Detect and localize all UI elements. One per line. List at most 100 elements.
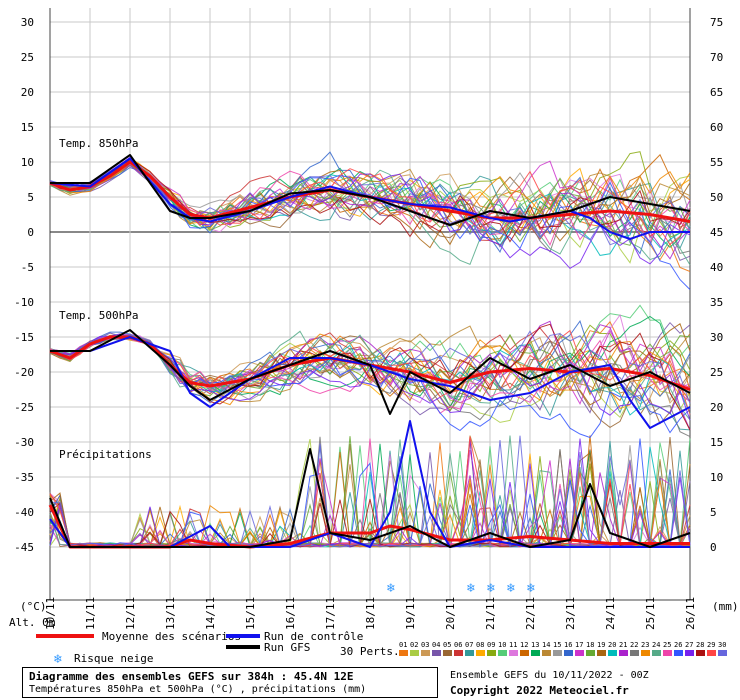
right-tick-label: 70 <box>710 51 723 64</box>
left-tick-label: 25 <box>21 51 34 64</box>
date-tick-label: 12/11 <box>124 597 137 630</box>
left-tick-label: 15 <box>21 121 34 134</box>
pert-number: 04 <box>432 641 440 649</box>
copyright: Copyright 2022 Meteociel.fr <box>450 684 629 697</box>
pert-number: 09 <box>487 641 495 649</box>
snow-risk-icon: ❄ <box>506 581 515 596</box>
pert-number: 24 <box>652 641 660 649</box>
right-tick-label: 25 <box>710 366 723 379</box>
perturbation-legend: 01 02 03 04 05 06 07 08 09 10 11 12 13 14 15 16 17 18 19 20… <box>399 641 727 656</box>
altitude-label: Alt. 0m <box>9 616 56 629</box>
member-line-t850 <box>49 161 691 246</box>
left-tick-label: 0 <box>27 226 34 239</box>
date-tick-label: 14/11 <box>204 597 217 630</box>
pert-number: 20 <box>608 641 616 649</box>
pert-swatch <box>663 650 672 656</box>
footer-subtitle: Températures 850hPa et 500hPa (°C) , pré… <box>29 684 367 695</box>
date-axis: 10/11 11/11 12/11 13/11 14/11 15/11 16/11 17/11… <box>44 597 697 630</box>
left-tick-label: -30 <box>14 436 34 449</box>
pert-swatch <box>520 650 529 656</box>
date-tick-label: 25/11 <box>644 597 657 630</box>
pert-swatch <box>487 650 496 656</box>
right-tick-label: 55 <box>710 156 723 169</box>
date-tick-label: 22/11 <box>524 597 537 630</box>
pert-swatch <box>685 650 694 656</box>
pert-number: 10 <box>498 641 506 649</box>
pert-swatch <box>575 650 584 656</box>
date-tick-label: 17/11 <box>324 597 337 630</box>
gfs-line-t850 <box>50 154 691 226</box>
legend-perts-label: 30 Perts. <box>340 645 400 658</box>
control-line-t850 <box>49 157 690 240</box>
pert-swatch <box>542 650 551 656</box>
pert-number: 19 <box>597 641 605 649</box>
pert-swatch <box>443 650 452 656</box>
pert-swatch <box>564 650 573 656</box>
pert-number: 13 <box>531 641 539 649</box>
panel-title-t500: Temp. 500hPa <box>59 309 138 322</box>
footer-title: Diagramme des ensembles GEFS sur 384h : … <box>29 670 354 683</box>
member-line-t500 <box>49 334 691 439</box>
right-tick-label: 30 <box>710 331 723 344</box>
snow-risk-icon: ❄ <box>526 581 535 596</box>
left-tick-label: -40 <box>14 506 34 519</box>
pert-number: 15 <box>553 641 561 649</box>
pert-number: 16 <box>564 641 572 649</box>
gfs-line-precip <box>49 448 691 548</box>
pert-swatch <box>553 650 562 656</box>
pert-swatch <box>410 650 419 656</box>
pert-swatch <box>619 650 628 656</box>
pert-swatch <box>465 650 474 656</box>
date-tick-label: 13/11 <box>164 597 177 630</box>
pert-swatch <box>509 650 518 656</box>
pert-number: 05 <box>443 641 451 649</box>
pert-swatch <box>454 650 463 656</box>
pert-swatch <box>630 650 639 656</box>
pert-number: 02 <box>410 641 418 649</box>
pert-number: 30 <box>718 641 726 649</box>
date-tick-label: 10/11 <box>44 597 57 630</box>
pert-swatch <box>399 650 408 656</box>
right-tick-label: 40 <box>710 261 723 274</box>
snow-risk-icon: ❄ <box>386 581 395 596</box>
pert-swatch <box>652 650 661 656</box>
left-tick-label: -10 <box>14 296 34 309</box>
right-tick-label: 60 <box>710 121 723 134</box>
date-tick-label: 20/11 <box>444 597 457 630</box>
pert-swatch <box>586 650 595 656</box>
pert-swatch <box>608 650 617 656</box>
pert-number: 01 <box>399 641 407 649</box>
pert-number: 18 <box>586 641 594 649</box>
pert-number: 12 <box>520 641 528 649</box>
right-tick-label: 35 <box>710 296 723 309</box>
member-line-precip <box>49 436 691 548</box>
pert-number: 26 <box>674 641 682 649</box>
date-tick-label: 11/11 <box>84 597 97 630</box>
member-line-precip <box>49 438 691 548</box>
pert-number: 07 <box>465 641 473 649</box>
right-tick-label: 15 <box>710 436 723 449</box>
left-tick-label: 5 <box>27 191 34 204</box>
pert-swatch <box>432 650 441 656</box>
left-tick-label: 10 <box>21 156 34 169</box>
pert-number: 17 <box>575 641 583 649</box>
legend-control-label: Run de contrôle <box>264 630 363 643</box>
pert-swatch <box>597 650 606 656</box>
footer-box: Diagramme des ensembles GEFS sur 384h : … <box>22 667 438 698</box>
member-line-t850 <box>49 161 691 290</box>
panel-title-precip: Précipitations <box>59 448 152 461</box>
pert-swatch <box>498 650 507 656</box>
left-tick-label: 20 <box>21 86 34 99</box>
right-tick-label: 5 <box>710 506 717 519</box>
pert-number: 14 <box>542 641 550 649</box>
snow-risk-icon: ❄ <box>486 581 495 596</box>
left-tick-label: -25 <box>14 401 34 414</box>
right-tick-label: 50 <box>710 191 723 204</box>
left-tick-label: -15 <box>14 331 34 344</box>
gfs-line-t500 <box>50 329 691 415</box>
right-tick-label: 65 <box>710 86 723 99</box>
panel-title-t850: Temp. 850hPa <box>59 137 138 150</box>
pert-number: 03 <box>421 641 429 649</box>
date-tick-label: 23/11 <box>564 597 577 630</box>
right-tick-label: 10 <box>710 471 723 484</box>
